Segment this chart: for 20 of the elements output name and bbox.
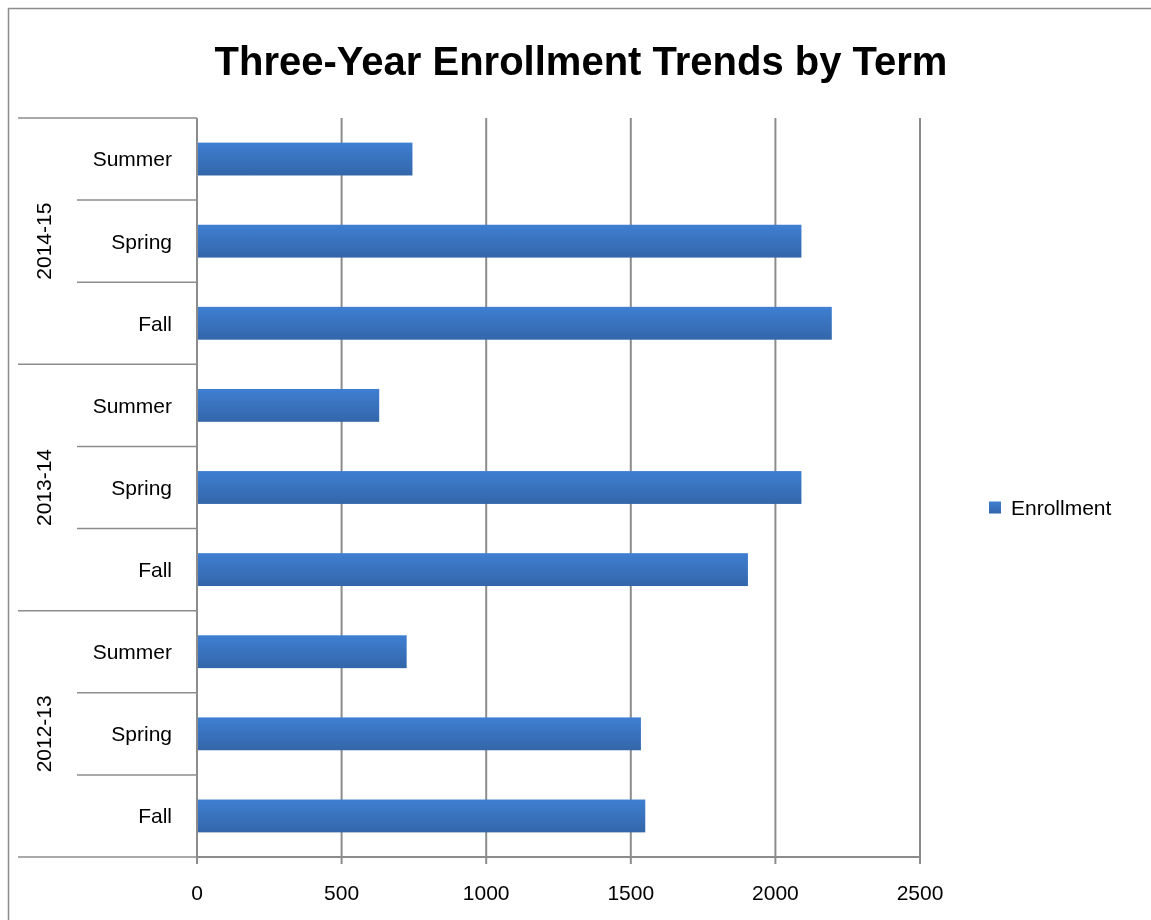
y-tick-label: Fall xyxy=(138,557,172,581)
x-tick-label: 500 xyxy=(324,881,360,904)
legend-label: Enrollment xyxy=(1011,495,1112,519)
y-tick-label: Summer xyxy=(92,640,172,664)
x-tick-label: 2500 xyxy=(896,881,944,904)
text: 2014-15 xyxy=(32,202,56,280)
y-tick-label: Spring xyxy=(111,229,172,253)
x-tick-label: 1500 xyxy=(607,881,655,904)
x-tick-label: 2000 xyxy=(752,881,799,904)
y-tick-label: Fall xyxy=(138,311,172,335)
chart-title: Three-Year Enrollment Trends by Term xyxy=(214,39,948,83)
y-tick-label: Summer xyxy=(92,147,172,171)
y-tick-label: Spring xyxy=(111,475,172,499)
text: 2013-14 xyxy=(32,448,56,527)
y-tick-label: Fall xyxy=(138,804,172,828)
y-tick-label: Summer xyxy=(92,393,172,417)
x-tick-label: 0 xyxy=(191,881,203,904)
text: 2012-13 xyxy=(32,695,56,773)
x-tick-label: 1000 xyxy=(462,881,510,904)
y-tick-label: Spring xyxy=(111,722,172,746)
